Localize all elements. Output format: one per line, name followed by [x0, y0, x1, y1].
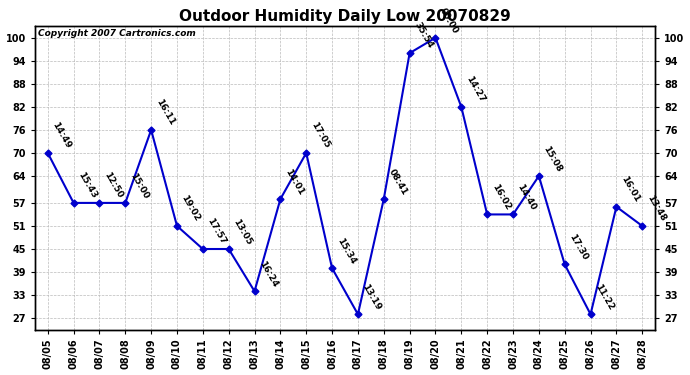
Text: 15:08: 15:08	[542, 144, 564, 173]
Text: Copyright 2007 Cartronics.com: Copyright 2007 Cartronics.com	[38, 29, 196, 38]
Text: 14:40: 14:40	[516, 182, 538, 212]
Text: 16:24: 16:24	[257, 259, 279, 288]
Text: 15:00: 15:00	[128, 171, 150, 200]
Text: 08:41: 08:41	[386, 167, 408, 196]
Text: 12:50: 12:50	[102, 171, 124, 200]
Text: 14:49: 14:49	[50, 121, 73, 150]
Text: 15:43: 15:43	[77, 171, 99, 200]
Title: Outdoor Humidity Daily Low 20070829: Outdoor Humidity Daily Low 20070829	[179, 9, 511, 24]
Text: 00:00: 00:00	[438, 6, 460, 35]
Text: 16:02: 16:02	[490, 183, 512, 212]
Text: 17:57: 17:57	[206, 217, 228, 246]
Text: 16:11: 16:11	[154, 98, 176, 127]
Text: 35:54: 35:54	[413, 21, 435, 50]
Text: 16:01: 16:01	[619, 175, 641, 204]
Text: 17:05: 17:05	[309, 121, 331, 150]
Text: 14:27: 14:27	[464, 75, 486, 104]
Text: 13:05: 13:05	[231, 217, 253, 246]
Text: 14:01: 14:01	[283, 167, 305, 196]
Text: 13:48: 13:48	[645, 194, 667, 223]
Text: 15:34: 15:34	[335, 236, 357, 266]
Text: 17:30: 17:30	[567, 232, 589, 262]
Text: 19:02: 19:02	[180, 194, 202, 223]
Text: 13:19: 13:19	[361, 282, 383, 312]
Text: 11:22: 11:22	[593, 282, 615, 312]
